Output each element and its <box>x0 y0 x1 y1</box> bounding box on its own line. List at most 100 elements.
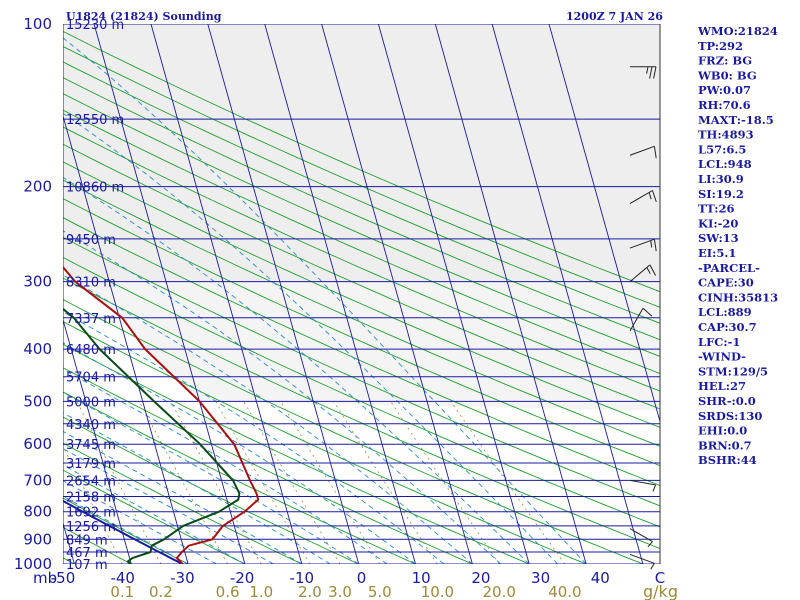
index-value: CAPE:30 <box>698 276 754 290</box>
index-value: PW:0.07 <box>698 83 751 97</box>
pressure-tick-label: 700 <box>23 471 52 489</box>
isotherm <box>434 24 587 564</box>
wind-barb <box>629 66 657 79</box>
isotherm <box>207 24 360 564</box>
temperature-tick-label: -10 <box>290 569 315 587</box>
index-value: RH:70.6 <box>698 98 751 112</box>
height-label: 12550 m <box>66 113 124 128</box>
mixing-ratio-tick-label: 0.1 <box>110 583 134 600</box>
pressure-tick-label: 500 <box>23 392 52 410</box>
mixing-ratio-unit-label: g/kg <box>643 582 678 600</box>
pressure-unit-label: mb <box>33 569 57 587</box>
wind-barb <box>629 479 657 492</box>
wind-barb <box>629 190 657 204</box>
isotherm <box>63 318 132 564</box>
height-label: 5704 m <box>66 371 116 386</box>
temperature-tick-label: C <box>655 569 665 587</box>
height-label: 849 m <box>66 533 108 548</box>
index-value: LCL:889 <box>698 305 752 319</box>
mixing-ratio-tick-label: 3.0 <box>328 583 352 600</box>
mixing-ratio-line <box>390 401 500 564</box>
isotherm <box>321 24 473 564</box>
pressure-tick-label: 600 <box>23 435 52 453</box>
index-value: KI:-20 <box>698 216 738 230</box>
index-value: SHR-:0.0 <box>698 394 756 408</box>
wind-barbs <box>629 24 661 570</box>
wind-barb <box>629 553 655 570</box>
isotherm <box>491 24 644 564</box>
temperature-tick-label: 40 <box>591 569 610 587</box>
height-label: 3179 m <box>66 457 116 472</box>
pressure-tick-label: 200 <box>23 178 52 196</box>
isotherm <box>93 24 246 564</box>
index-value: MAXT:-18.5 <box>698 113 774 127</box>
isotherm <box>548 24 660 424</box>
index-value: STM:129/5 <box>698 364 768 378</box>
isotherm <box>150 24 303 564</box>
mixing-ratio-line <box>450 401 566 564</box>
wind-barb <box>629 264 657 283</box>
temperature-tick-label: 30 <box>531 569 550 587</box>
mixing-ratio-tick-label: 5.0 <box>368 583 392 600</box>
temperature-tick-label: -30 <box>170 569 195 587</box>
mixing-ratio-tick-label: 1.0 <box>249 583 273 600</box>
isotherm <box>264 24 416 564</box>
index-value: BRN:0.7 <box>698 438 752 452</box>
pressure-tick-label: 100 <box>23 15 52 33</box>
height-label: 6480 m <box>66 343 116 358</box>
height-label: 2158 m <box>66 491 116 506</box>
temperature-tick-label: 10 <box>412 569 431 587</box>
mixing-ratio-tick-label: 40.0 <box>548 583 581 600</box>
height-label: 7337 m <box>66 312 116 327</box>
index-value: CINH:35813 <box>698 290 778 304</box>
height-label: 1256 m <box>66 520 116 535</box>
index-value: CAP:30.7 <box>698 320 757 334</box>
wind-barb <box>629 307 653 332</box>
index-value: WMO:21824 <box>697 24 778 38</box>
isotherm <box>0 24 18 564</box>
index-value: -PARCEL- <box>698 261 760 275</box>
index-value: TP:292 <box>698 39 743 53</box>
height-label: 107 m <box>66 558 108 573</box>
index-value: EI:5.1 <box>698 246 736 260</box>
index-value: LCL:948 <box>698 157 752 171</box>
pressure-tick-label: 300 <box>23 273 52 291</box>
index-value: FRZ: BG <box>698 54 752 68</box>
index-value: EHI:0.0 <box>698 424 747 438</box>
chart-title: U1824 (21824) Sounding <box>66 10 222 23</box>
height-label: 5000 m <box>66 395 116 410</box>
height-label: 10860 m <box>66 181 124 196</box>
mixing-ratio-line <box>170 401 262 564</box>
isotherm <box>63 114 189 564</box>
height-label: 3745 m <box>66 438 116 453</box>
index-value: L57:6.5 <box>698 142 746 156</box>
index-value: HEL:27 <box>698 379 746 393</box>
wind-barb <box>629 145 657 159</box>
height-label: 2654 m <box>66 474 116 489</box>
pressure-tick-label: 1000 <box>14 555 52 573</box>
index-value: -WIND- <box>698 350 746 364</box>
mixing-ratio-tick-label: 10.0 <box>421 583 454 600</box>
wind-barb <box>629 238 657 252</box>
mixing-ratio-tick-label: 0.2 <box>149 583 173 600</box>
sounding-profiles <box>63 265 260 564</box>
mixing-ratio-tick-label: 0.6 <box>216 583 240 600</box>
isotherm <box>377 24 530 564</box>
index-value: TH:4893 <box>698 128 754 142</box>
temperature-tick-label: -40 <box>110 569 135 587</box>
mixing-ratio-line <box>333 401 438 564</box>
height-label: 15230 m <box>66 18 124 33</box>
temperature-tick-label: 0 <box>357 569 367 587</box>
pressure-tick-label: 800 <box>23 503 52 521</box>
mixing-ratio-tick-label: 2.0 <box>298 583 322 600</box>
height-label: 9450 m <box>66 233 116 248</box>
index-value: LI:30.9 <box>698 172 744 186</box>
grid-lines <box>0 24 660 564</box>
parcel-trace <box>63 499 183 564</box>
height-label: 4340 m <box>66 418 116 433</box>
chart-time: 1200Z 7 JAN 26 <box>566 10 663 23</box>
